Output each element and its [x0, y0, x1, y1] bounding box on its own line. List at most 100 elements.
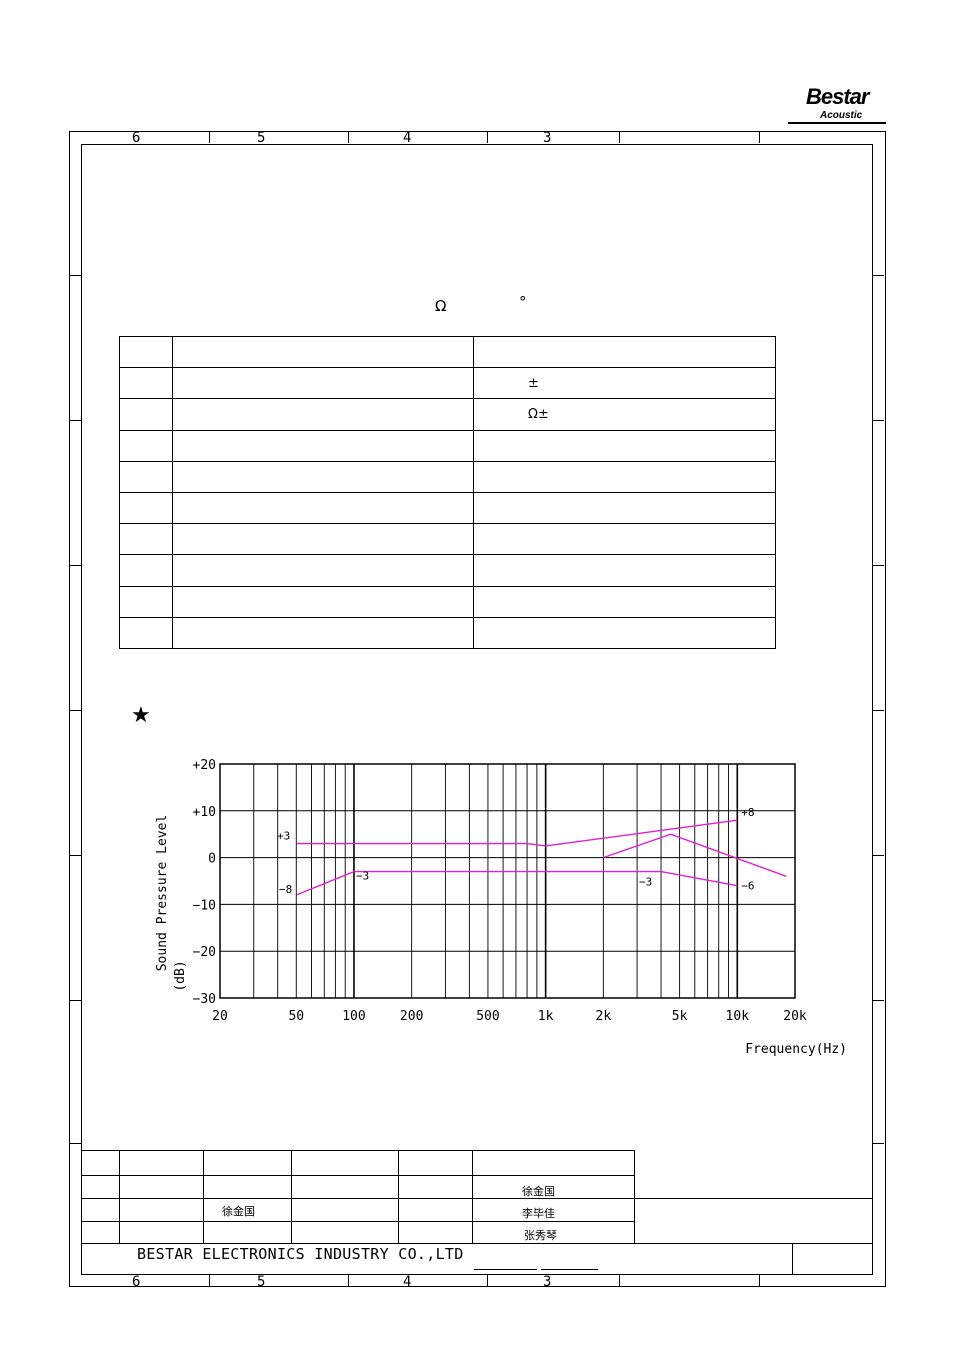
table-cell: [473, 585, 776, 618]
company-name: BESTAR ELECTRONICS INDUSTRY CO.,LTD: [137, 1245, 464, 1263]
divider: [81, 1221, 635, 1222]
zone-tick: [348, 1275, 349, 1286]
drawing-frame-outer: [69, 131, 886, 1287]
zone-tick: [619, 1275, 620, 1286]
divider: [398, 1150, 399, 1244]
x-tick-label: 1k: [538, 1009, 554, 1024]
zone-number-bottom: 6: [132, 1274, 141, 1290]
x-tick-label: 200: [400, 1009, 423, 1024]
zone-tick: [70, 1143, 81, 1144]
approved-by-name: 李毕佳: [522, 1207, 555, 1220]
zone-tick: [487, 132, 488, 143]
divider: [81, 1175, 635, 1176]
plot-area: [219, 763, 796, 999]
table-cell: [473, 554, 776, 587]
drawing-frame-inner: [81, 144, 873, 1275]
drawn-by-name: 徐金国: [222, 1205, 255, 1218]
data-label: −3: [639, 876, 652, 889]
zone-number-top: 5: [257, 130, 266, 146]
logo-brand: Bestar: [806, 84, 869, 109]
x-tick-label: 20: [212, 1009, 228, 1024]
zone-tick: [873, 420, 884, 421]
table-row: [119, 554, 776, 587]
zone-tick: [873, 275, 884, 276]
data-label: −8: [279, 883, 292, 896]
bestar-logo: Bestar Acoustic: [788, 84, 886, 128]
zone-number-bottom: 3: [543, 1274, 552, 1290]
divider: [119, 1150, 120, 1244]
zone-tick: [759, 132, 760, 143]
x-tick-label: 10k: [726, 1009, 750, 1024]
zone-tick: [70, 420, 81, 421]
data-label: +3: [277, 830, 290, 843]
zone-tick: [873, 1000, 884, 1001]
zone-tick: [873, 565, 884, 566]
zone-tick: [209, 1275, 210, 1286]
table-row: [119, 460, 776, 493]
issued-by-name: 张秀琴: [524, 1229, 557, 1242]
star-icon: ★: [131, 703, 151, 728]
zone-tick: [70, 710, 81, 711]
divider: [472, 1150, 473, 1244]
zone-tick: [619, 132, 620, 143]
zone-tick: [70, 275, 81, 276]
x-tick-label: 500: [476, 1009, 499, 1024]
table-row: [119, 335, 776, 369]
x-tick-label: 20k: [783, 1009, 807, 1024]
divider: [203, 1150, 204, 1244]
table-row: [119, 585, 776, 618]
table-cell: [473, 429, 776, 462]
zone-tick: [759, 1275, 760, 1286]
zone-tick: [70, 1000, 81, 1001]
table-cell: [473, 616, 776, 649]
divider: [81, 1198, 635, 1199]
divider: [792, 1243, 793, 1275]
series-line-3: [603, 833, 787, 877]
data-label: −6: [741, 880, 754, 893]
x-tick-label: 50: [288, 1009, 304, 1024]
zone-number-bottom: 4: [403, 1274, 412, 1290]
table-cell: [473, 460, 776, 493]
zone-tick: [209, 132, 210, 143]
table-row: ±: [119, 367, 776, 400]
divider: [291, 1150, 292, 1244]
y-axis-unit: (dB): [173, 960, 188, 991]
zone-tick: [873, 855, 884, 856]
ohm-symbol: Ω: [435, 297, 447, 315]
divider: [635, 1243, 873, 1244]
table-cell: Ω±: [473, 398, 776, 431]
degree-symbol: °: [519, 293, 527, 311]
spec-table: ± Ω±: [119, 335, 776, 649]
divider: [541, 1269, 598, 1270]
table-row: [119, 616, 776, 649]
zone-tick: [873, 1143, 884, 1144]
logo-underline: [788, 122, 886, 124]
zone-tick: [487, 1275, 488, 1286]
zone-number-bottom: 5: [257, 1274, 266, 1290]
logo-sub: Acoustic: [820, 110, 863, 121]
x-tick-label: 100: [342, 1009, 365, 1024]
x-tick-label: 2k: [596, 1009, 612, 1024]
y-axis-label: Sound Pressure Level: [155, 815, 170, 972]
table-row: [119, 429, 776, 462]
table-row: Ω±: [119, 398, 776, 431]
table-cell: [473, 523, 776, 556]
zone-number-top: 6: [132, 130, 141, 146]
zone-number-top: 4: [403, 130, 412, 146]
frequency-response-chart: +20 +10 0 −10 −20 −30 20 50 100 200 500 1k 2k 5k 10k 20…: [155, 758, 847, 1057]
zone-tick: [348, 132, 349, 143]
zone-number-top: 3: [543, 130, 552, 146]
zone-tick: [70, 855, 81, 856]
y-tick-label: +10: [193, 805, 216, 820]
data-label: +8: [741, 806, 754, 819]
table-row: [119, 523, 776, 556]
checked-by-name: 徐金国: [522, 1185, 555, 1198]
table-cell: [473, 335, 776, 369]
zone-tick: [70, 565, 81, 566]
divider: [81, 1243, 635, 1244]
y-tick-label: −30: [193, 992, 216, 1007]
y-tick-label: +20: [193, 758, 216, 773]
table-row: [119, 491, 776, 525]
divider: [474, 1269, 537, 1270]
y-tick-label: −20: [193, 945, 216, 960]
